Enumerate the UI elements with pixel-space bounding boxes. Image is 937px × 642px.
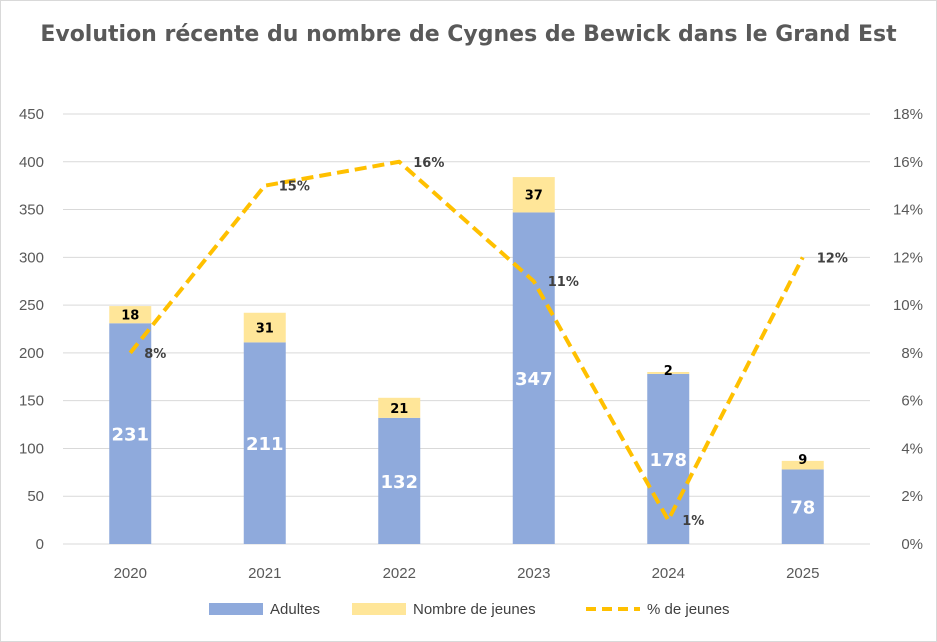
y-tick-label: 50 [27,488,44,505]
y2-tick-label: 0% [901,536,923,553]
data-label-jeunes: 31 [256,322,274,337]
data-label-pct: 8% [144,347,166,362]
data-label-pct: 1% [682,514,704,529]
y2-tick-label: 12% [893,249,923,266]
bar-jeunes [647,372,690,374]
x-tick-label: 2020 [114,565,147,582]
legend-label-jeunes: Nombre de jeunes [413,601,536,618]
y-tick-label: 450 [19,106,44,123]
bar-jeunes [109,306,152,324]
legend-label-pct: % de jeunes [647,601,730,618]
y2-tick-label: 14% [893,202,923,219]
y-tick-label: 0 [36,536,44,553]
data-label-jeunes: 9 [798,453,807,468]
bar-adultes [109,323,152,544]
data-label-pct: 12% [817,251,848,266]
bar-jeunes [781,460,824,470]
data-label-adultes: 347 [515,369,553,390]
data-label-adultes: 211 [246,434,284,455]
data-label-jeunes: 18 [121,309,139,324]
bar-adultes [243,342,286,544]
y2-tick-label: 18% [893,106,923,123]
y-tick-label: 400 [19,154,44,171]
bar-adultes [378,417,421,544]
x-tick-label: 2024 [652,565,685,582]
bar-jeunes [512,177,555,213]
data-label-jeunes: 21 [390,402,408,417]
bar-jeunes [243,312,286,343]
y2-tick-label: 6% [901,393,923,410]
y2-tick-label: 4% [901,440,923,457]
data-label-jeunes: 37 [525,189,543,204]
bar-adultes [647,373,690,544]
data-label-pct: 16% [413,156,444,171]
y-tick-label: 100 [19,440,44,457]
y2-tick-label: 2% [901,488,923,505]
y-tick-label: 200 [19,345,44,362]
data-label-pct: 11% [548,275,579,290]
bar-jeunes [378,397,421,418]
x-tick-label: 2021 [248,565,281,582]
legend-label-adultes: Adultes [270,601,320,618]
data-label-adultes: 178 [649,450,687,471]
legend-swatch-jeunes [352,603,406,615]
y2-tick-label: 8% [901,345,923,362]
legend-swatch-adultes [209,603,263,615]
data-label-adultes: 231 [111,425,149,446]
x-tick-label: 2025 [786,565,819,582]
y2-tick-label: 10% [893,297,923,314]
y-tick-label: 150 [19,393,44,410]
data-label-pct: 15% [279,180,310,195]
y-tick-label: 300 [19,249,44,266]
data-label-adultes: 132 [380,472,418,493]
x-tick-label: 2023 [517,565,550,582]
x-tick-label: 2022 [383,565,416,582]
bar-adultes [781,469,824,544]
y-tick-label: 250 [19,297,44,314]
y2-tick-label: 16% [893,154,923,171]
chart-title: Evolution récente du nombre de Cygnes de… [40,22,897,47]
data-label-jeunes: 2 [664,364,673,379]
pct-line [128,159,805,523]
y-tick-label: 350 [19,202,44,219]
data-label-adultes: 78 [790,498,815,519]
